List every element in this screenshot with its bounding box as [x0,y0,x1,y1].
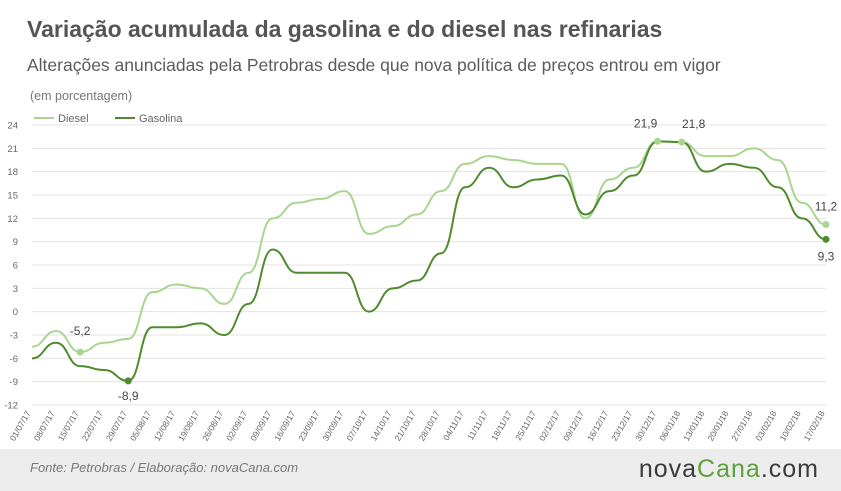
chart-subtitle: Alterações anunciadas pela Petrobras des… [27,55,721,75]
x-tick-label: 28/10/17 [417,409,442,443]
x-tick-label: 17/02/18 [802,409,827,443]
x-tick-label: 30/09/17 [320,409,345,443]
y-tick-label: 6 [13,261,18,272]
x-tick-label: 07/10/17 [344,409,369,443]
y-tick-label: 12 [7,214,18,225]
y-tick-label: 3 [13,284,18,295]
x-tick-label: 02/12/17 [537,409,562,443]
source-note: Fonte: Petrobras / Elaboração: novaCana.… [30,460,299,475]
x-tick-label: 16/09/17 [272,409,297,443]
data-point-marker [654,137,662,145]
x-tick-label: 20/01/18 [705,409,730,443]
logo-accent: Cana [697,455,761,483]
x-tick-label: 30/12/17 [633,409,658,443]
footer: Fonte: Petrobras / Elaboração: novaCana.… [0,449,841,491]
data-label: 9,3 [818,249,835,263]
x-tick-label: 14/10/17 [368,409,393,443]
y-tick-label: 21 [7,144,18,155]
x-tick-label: 08/07/17 [32,409,57,443]
data-point-marker [822,235,830,243]
x-tick-label: 03/02/18 [753,409,778,443]
series-lines [31,140,827,382]
x-tick-label: 11/11/17 [465,409,490,442]
x-tick-label: 09/12/17 [561,409,586,443]
x-tick-label: 19/08/17 [176,409,201,443]
x-tick-label: 15/07/17 [56,409,81,443]
data-point-marker [124,377,132,385]
x-axis-ticks: 01/07/1708/07/1715/07/1722/07/1729/07/17… [8,409,827,443]
data-label: 21,8 [682,117,706,131]
x-tick-label: 27/01/18 [729,409,754,443]
x-tick-label: 26/08/17 [200,409,225,443]
y-tick-label: 0 [13,307,18,318]
x-tick-label: 04/11/17 [441,409,466,442]
y-tick-label: 18 [7,167,18,178]
x-tick-label: 12/08/17 [152,409,177,443]
x-tick-label: 16/12/17 [585,409,610,443]
line-chart: -12 -9 -6 -3 0 3 6 9 12 15 18 21 24 01/07/1708/07/17… [4,113,838,443]
data-label: -8,9 [118,389,139,403]
x-tick-label: 21/10/17 [392,409,417,443]
annotation-marks: -5,2 -8,9 21,9 21,8 11,2 9,3 [70,116,838,403]
y-tick-label: 24 [7,121,18,132]
logo-main: nova [638,455,698,483]
x-tick-label: 01/07/17 [8,409,33,443]
novacana-logo: novaCana.com [639,455,819,484]
y-tick-label: -9 [10,377,18,388]
y-tick-label: -3 [10,331,18,342]
x-tick-label: 10/02/18 [777,409,802,443]
series-line-diesel [31,140,827,354]
legend-label-diesel: Diesel [58,113,89,125]
data-label: 21,9 [634,116,658,130]
x-tick-label: 23/09/17 [296,409,321,443]
unit-note: (em porcentagem) [30,89,133,103]
data-point-marker [76,348,84,356]
chart-title: Variação acumulada da gasolina e do dies… [27,16,663,42]
x-tick-label: 18/11/17 [489,409,514,442]
x-tick-label: 02/09/17 [224,409,249,443]
x-tick-label: 13/01/18 [681,409,706,443]
data-label: 11,2 [815,200,838,214]
logo-tail: .com [760,455,819,483]
x-tick-label: 05/08/17 [128,409,153,443]
y-tick-label: 15 [7,191,18,202]
y-tick-label: -6 [10,354,18,365]
legend-label-gasolina: Gasolina [139,113,183,125]
series-line-gasolina [31,140,827,382]
x-tick-label: 29/07/17 [104,409,129,443]
data-point-marker [822,221,830,229]
y-tick-label: -12 [4,401,18,412]
y-tick-label: 9 [13,237,18,248]
data-point-marker [678,138,686,146]
y-axis-ticks: -12 -9 -6 -3 0 3 6 9 12 15 18 21 24 [4,121,18,412]
x-tick-label: 06/01/18 [657,409,682,443]
x-tick-label: 23/12/17 [609,409,634,443]
legend: Diesel Gasolina [34,113,183,125]
x-tick-label: 25/11/17 [513,409,538,442]
x-tick-label: 22/07/17 [80,409,105,443]
data-label: -5,2 [70,324,91,338]
x-tick-label: 09/09/17 [248,409,273,443]
